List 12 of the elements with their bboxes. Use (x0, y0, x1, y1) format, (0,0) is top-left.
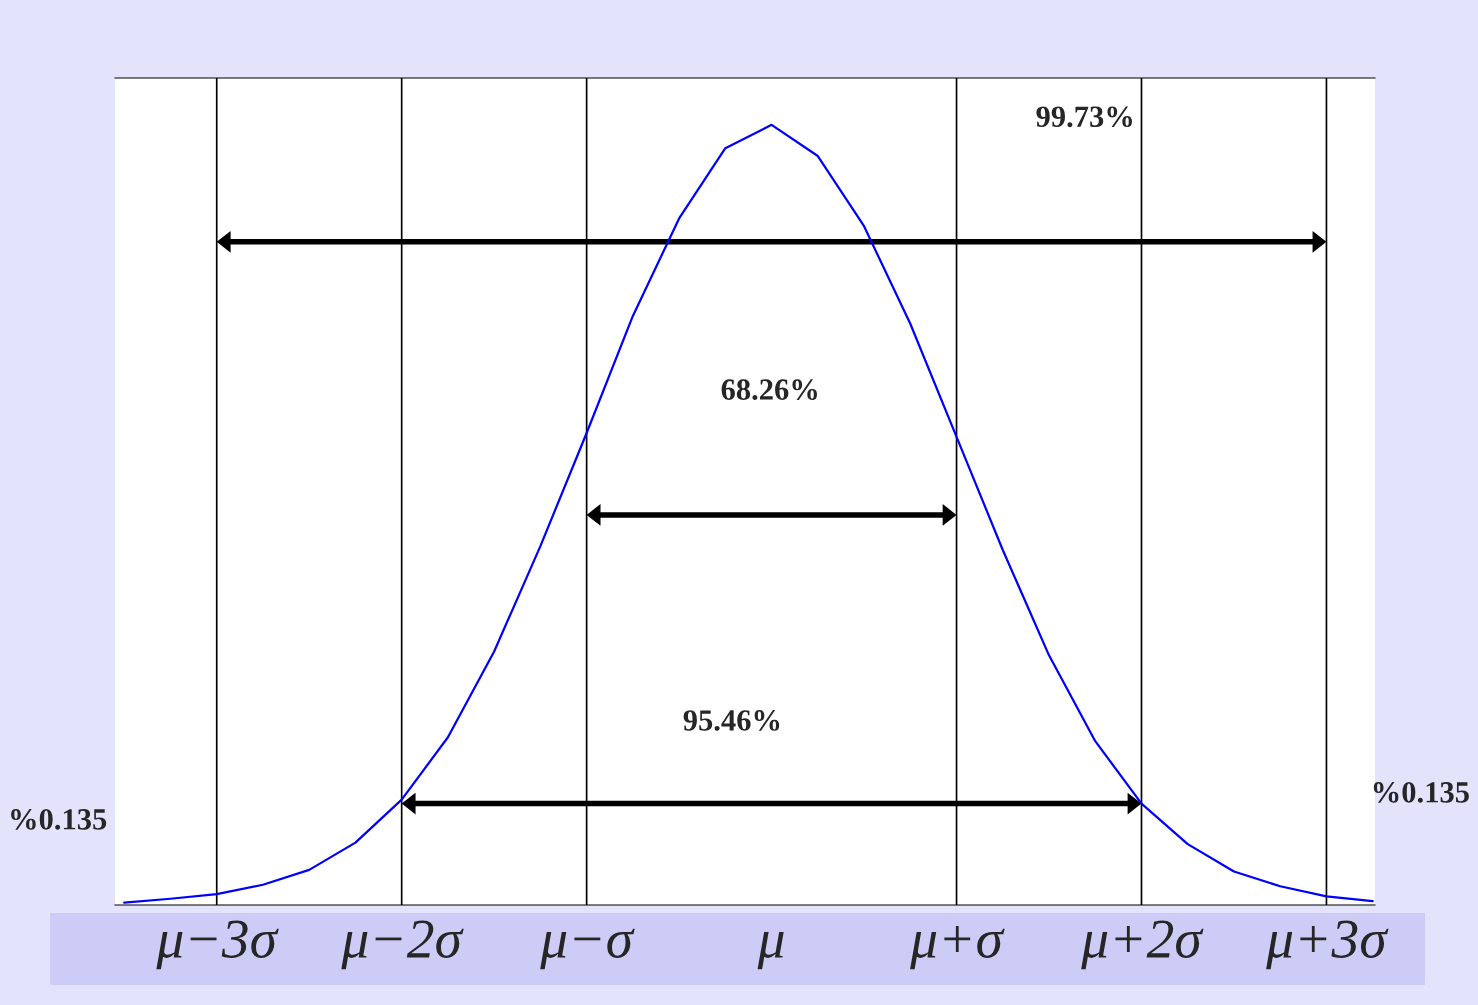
annotation: 95.46% (683, 710, 780, 731)
x-tick-label: μ+σ (910, 926, 1005, 970)
x-tick-label: μ+2σ (1081, 920, 1204, 970)
annotation: %0.135 (1373, 782, 1469, 803)
annotation: 68.26% (721, 379, 817, 401)
annotation: 99.73% (1036, 106, 1132, 128)
x-tick-label: μ (757, 931, 784, 970)
text: %0.135 (11, 809, 107, 830)
x-tick-label: μ−σ (540, 928, 635, 970)
x-tick-label: μ−3σ (156, 920, 279, 970)
x-tick-label: μ+3σ (1266, 920, 1389, 970)
x-tick-label: μ−2σ (341, 920, 464, 970)
